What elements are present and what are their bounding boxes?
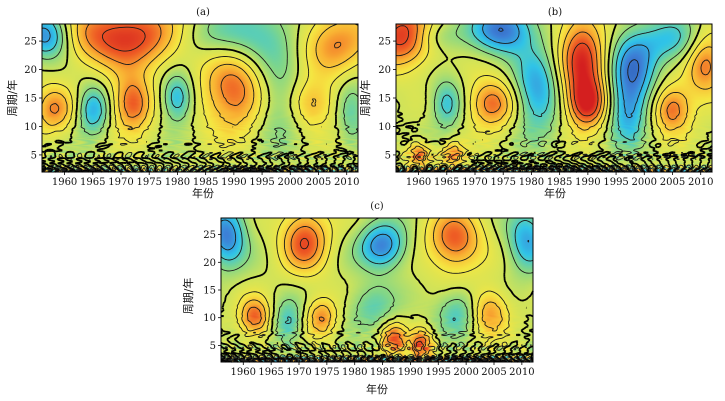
panel-b-y-tick-label: 15	[378, 94, 391, 105]
panel-c-y-ticks: 5 10 15 20 25	[203, 230, 221, 352]
panel-c-x-tick-label: 1995	[426, 367, 451, 378]
panel-b-y-ticks: 5 10 15 20 25	[378, 37, 396, 161]
panel-a-contour-pos	[49, 23, 342, 118]
panel-b-x-tick-label: 1985	[547, 177, 572, 188]
panel-a-y-tick-label: 5	[31, 150, 37, 161]
panel-a-x-tick-label: 1980	[165, 177, 190, 188]
panel-b-contour-pos	[395, 23, 713, 173]
panel-c-heatmap	[221, 218, 533, 362]
panel-b-x-tick-label: 1960	[406, 177, 431, 188]
panel-c-x-tick-label: 1990	[398, 367, 423, 378]
panel-a-label: (a)	[196, 7, 210, 18]
panel-a-contour-neg	[41, 27, 51, 43]
panel-c-y-tick-label: 15	[203, 286, 216, 297]
panel-c-plot-area	[220, 217, 534, 363]
panel-b-label: (b)	[548, 7, 562, 18]
panel-b-y-tick-label: 25	[378, 37, 391, 48]
panel-c-contour-pos	[299, 237, 426, 362]
panel-a-y-tick-label: 15	[24, 94, 37, 105]
panel-a-y-tick-label: 25	[24, 37, 37, 48]
panel-a-heatmap	[42, 24, 358, 172]
panel-c-x-tick-label: 1960	[231, 367, 256, 378]
panel-b-contour-zero	[395, 23, 713, 173]
panel-b-x-ticks: 1960 1965 1970 1975 1980 1985 1990 1995 2000 2005…	[406, 172, 713, 188]
panel-c-x-ticks: 1960 1965 1970 1975 1980 1985 1990 1995 2000 2005…	[231, 362, 535, 378]
panel-c-x-tick-label: 2010	[509, 367, 534, 378]
panel-a-x-tick-label: 2005	[306, 177, 331, 188]
panel-a-x-ticks: 1960 1965 1970 1975 1980 1985 1990 1995 2000 2005…	[52, 172, 359, 188]
panel-a-y-label: 周期/年	[5, 80, 19, 117]
panel-a-x-tick-label: 1990	[221, 177, 246, 188]
panel-c-x-tick-label: 1985	[370, 367, 395, 378]
panel-c-x-tick-label: 1970	[286, 367, 311, 378]
panel-a-x-tick-label: 1995	[249, 177, 274, 188]
panel-b-x-tick-label: 1975	[490, 177, 515, 188]
panel-b-plot-area	[395, 23, 713, 173]
panel-a-x-tick-label: 1960	[52, 177, 77, 188]
panel-c-x-tick-label: 1965	[258, 367, 283, 378]
panel-b-x-tick-label: 2000	[632, 177, 657, 188]
panel-a-x-tick-label: 2000	[278, 177, 303, 188]
panel-b-x-tick-label: 1980	[519, 177, 544, 188]
panel-b-y-label: 周期/年	[358, 80, 372, 117]
panel-c-x-tick-label: 1980	[342, 367, 367, 378]
panel-a-x-tick-label: 1975	[136, 177, 161, 188]
panel-c-label: (c)	[370, 201, 384, 212]
panel-c-y-tick-label: 10	[203, 313, 216, 324]
panel-a-y-ticks: 5 10 15 20 25	[24, 37, 42, 161]
panel-a-x-tick-label: 1970	[108, 177, 133, 188]
panel-b-y-tick-label: 20	[378, 65, 391, 76]
panel-c-y-label: 周期/年	[181, 278, 195, 315]
panel-b-x-tick-label: 1990	[575, 177, 600, 188]
panel-b-contour-neg	[498, 27, 640, 83]
panel-a-y-tick-label: 20	[24, 65, 37, 76]
panel-b-x-tick-label: 1965	[434, 177, 459, 188]
panel-c-y-tick-label: 25	[203, 230, 216, 241]
panel-b-x-label: 年份	[544, 186, 566, 200]
panel-b-x-tick-label: 1970	[462, 177, 487, 188]
panel-a-x-tick-label: 1965	[80, 177, 105, 188]
panel-b-contour-neg	[482, 23, 650, 118]
panel-b-contour-pos	[395, 25, 599, 159]
panel-b-contour-neg	[397, 23, 713, 173]
panel-c-x-tick-label: 2000	[453, 367, 478, 378]
panel-a-contour-zero	[41, 23, 359, 173]
panel-b-y-tick-label: 10	[378, 122, 391, 133]
panel-b-y-tick-label: 5	[385, 150, 391, 161]
panel-c-contour-pos	[220, 217, 534, 363]
panel-a-contour-pos	[41, 23, 359, 173]
panel-a-contour-pos	[41, 23, 359, 173]
panel-a-x-label: 年份	[192, 186, 214, 200]
panel-a-plot-area	[41, 23, 359, 173]
panel-c-y-tick-label: 5	[210, 341, 216, 352]
panel-c: (c) 1960 1965 1970 1975 1980 1985 1990 1995 2000…	[181, 201, 535, 396]
panel-b-x-tick-label: 1995	[603, 177, 628, 188]
panel-c-y-tick-label: 20	[203, 258, 216, 269]
panel-c-x-tick-label: 2005	[481, 367, 506, 378]
panel-c-x-tick-label: 1975	[314, 367, 339, 378]
panel-c-x-label: 年份	[366, 382, 388, 396]
panel-b: (b) 1960 1965 1970 1975 1980 1985 1990 1995 2000…	[358, 7, 713, 200]
panel-b-x-tick-label: 2010	[688, 177, 713, 188]
panel-c-contour-zero	[220, 217, 534, 363]
panel-a-x-tick-label: 1985	[193, 177, 218, 188]
panel-b-x-tick-label: 2005	[660, 177, 685, 188]
panel-a: (a) 1960 1965 1970 1975 1980 1985 1990 1995 2000…	[5, 7, 359, 200]
panel-a-x-tick-label: 2010	[334, 177, 359, 188]
panel-a-contour-pos	[101, 26, 146, 52]
panel-a-y-tick-label: 10	[24, 122, 37, 133]
panel-b-contour-pos	[395, 23, 711, 173]
